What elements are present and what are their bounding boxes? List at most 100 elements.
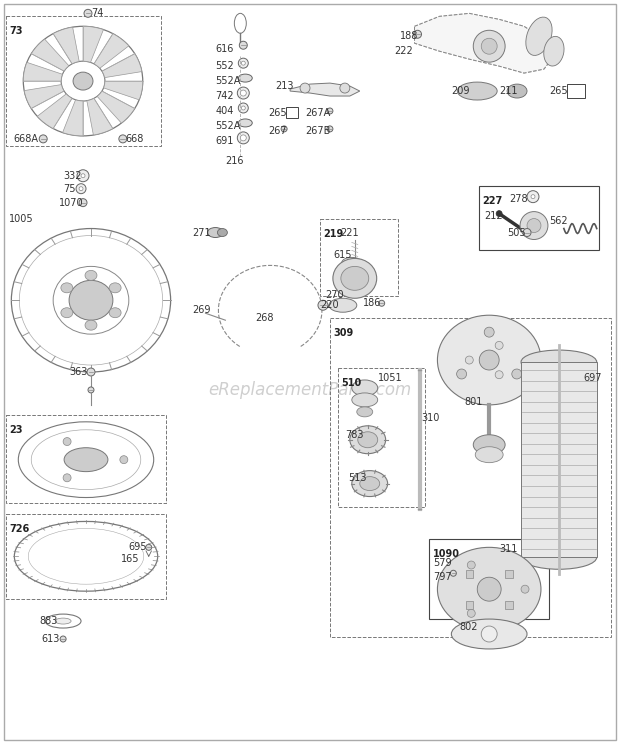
Circle shape: [281, 126, 287, 132]
Text: 742: 742: [215, 91, 234, 101]
Ellipse shape: [61, 308, 73, 318]
Circle shape: [481, 38, 497, 54]
Circle shape: [527, 190, 539, 202]
Text: 505: 505: [507, 228, 526, 237]
Text: 309: 309: [333, 328, 353, 339]
Text: 270: 270: [325, 290, 343, 301]
Circle shape: [88, 387, 94, 393]
Ellipse shape: [358, 432, 378, 448]
Text: 267A: 267A: [305, 108, 330, 118]
Polygon shape: [415, 13, 554, 73]
Text: 219: 219: [323, 228, 343, 239]
Circle shape: [318, 301, 328, 310]
Ellipse shape: [85, 320, 97, 330]
Text: 801: 801: [464, 397, 483, 407]
Text: 783: 783: [345, 430, 363, 440]
Text: 227: 227: [482, 196, 502, 205]
Polygon shape: [24, 62, 63, 81]
FancyBboxPatch shape: [521, 362, 596, 557]
Text: 265: 265: [549, 86, 567, 96]
FancyBboxPatch shape: [505, 570, 513, 577]
Ellipse shape: [341, 266, 369, 290]
Text: 726: 726: [9, 525, 30, 534]
Text: 695: 695: [129, 542, 148, 552]
Ellipse shape: [350, 426, 386, 454]
Text: 615: 615: [333, 251, 352, 260]
Circle shape: [120, 455, 128, 464]
Ellipse shape: [55, 618, 71, 624]
Text: 802: 802: [459, 622, 478, 632]
Text: 188: 188: [400, 31, 418, 41]
Circle shape: [495, 341, 503, 350]
Text: 616: 616: [215, 44, 234, 54]
Text: 212: 212: [484, 211, 503, 220]
Ellipse shape: [356, 407, 373, 417]
Text: 216: 216: [226, 155, 244, 166]
Circle shape: [477, 577, 501, 601]
Circle shape: [512, 369, 522, 379]
Polygon shape: [102, 54, 142, 77]
Text: 883: 883: [39, 616, 58, 626]
Text: 23: 23: [9, 425, 23, 434]
Text: 579: 579: [433, 558, 452, 568]
Circle shape: [63, 437, 71, 446]
Ellipse shape: [526, 17, 552, 55]
Circle shape: [238, 58, 248, 68]
Text: 265: 265: [268, 108, 287, 118]
Text: 75: 75: [63, 184, 76, 193]
Ellipse shape: [61, 283, 73, 293]
Text: 267: 267: [268, 126, 287, 136]
Circle shape: [527, 219, 541, 233]
Text: 552A: 552A: [215, 76, 241, 86]
Circle shape: [467, 609, 476, 618]
Circle shape: [60, 636, 66, 642]
Circle shape: [238, 103, 248, 113]
FancyBboxPatch shape: [466, 570, 474, 577]
Ellipse shape: [329, 298, 356, 312]
Circle shape: [241, 135, 246, 141]
Polygon shape: [290, 83, 360, 96]
Text: 510: 510: [341, 378, 361, 388]
Circle shape: [300, 83, 310, 93]
Circle shape: [450, 570, 456, 577]
Text: 213: 213: [275, 81, 294, 91]
Polygon shape: [37, 94, 72, 129]
Ellipse shape: [476, 446, 503, 463]
Text: 613: 613: [41, 634, 60, 644]
Polygon shape: [104, 81, 143, 100]
Circle shape: [496, 211, 502, 217]
Circle shape: [523, 228, 531, 237]
Circle shape: [81, 174, 85, 178]
FancyBboxPatch shape: [466, 600, 474, 609]
Text: 220: 220: [320, 301, 339, 310]
Polygon shape: [94, 33, 129, 68]
Text: 1090: 1090: [432, 549, 459, 559]
Polygon shape: [63, 100, 83, 136]
Text: 311: 311: [499, 545, 518, 554]
Text: 165: 165: [121, 554, 140, 564]
Ellipse shape: [544, 36, 564, 66]
Ellipse shape: [438, 315, 541, 405]
Text: 73: 73: [9, 26, 23, 36]
Polygon shape: [53, 27, 79, 64]
Circle shape: [520, 211, 548, 240]
Text: 74: 74: [91, 8, 104, 19]
Text: 1051: 1051: [378, 373, 402, 383]
Text: eReplacementParts.com: eReplacementParts.com: [208, 381, 412, 399]
Circle shape: [119, 135, 127, 143]
Ellipse shape: [64, 448, 108, 472]
Circle shape: [79, 187, 83, 190]
Text: 222: 222: [394, 46, 414, 57]
Circle shape: [467, 561, 476, 569]
Circle shape: [473, 31, 505, 62]
Circle shape: [327, 126, 333, 132]
Ellipse shape: [73, 72, 93, 90]
Text: 691: 691: [215, 136, 234, 146]
Text: 268: 268: [255, 313, 274, 323]
Circle shape: [521, 586, 529, 593]
Ellipse shape: [109, 308, 121, 318]
Ellipse shape: [473, 434, 505, 455]
Ellipse shape: [451, 619, 527, 649]
Text: 211: 211: [499, 86, 518, 96]
Text: 1005: 1005: [9, 214, 34, 224]
